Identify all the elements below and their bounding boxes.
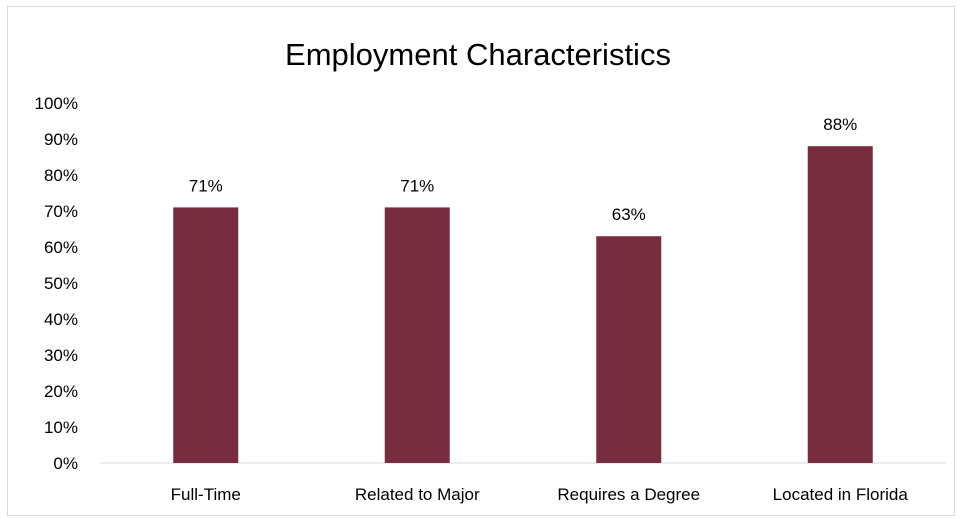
y-tick-label: 70% <box>44 202 78 221</box>
bar-data-label: 63% <box>612 205 646 224</box>
y-axis-ticks: 0% 10% 20% 30% 40% 50% 60% 70% 80% 90% 100% <box>35 94 78 473</box>
data-labels-group: 71% 71% 63% 88% <box>189 115 858 224</box>
y-tick-label: 0% <box>53 454 78 473</box>
bars-group <box>173 146 873 463</box>
bar <box>173 207 239 463</box>
x-category-label: Requires a Degree <box>557 485 700 504</box>
y-tick-label: 40% <box>44 310 78 329</box>
bar-data-label: 88% <box>823 115 857 134</box>
y-tick-label: 50% <box>44 274 78 293</box>
bar <box>807 146 873 463</box>
y-tick-label: 20% <box>44 382 78 401</box>
y-tick-label: 100% <box>35 94 78 113</box>
bar <box>596 236 662 463</box>
chart-title: Employment Characteristics <box>285 37 671 72</box>
x-category-label: Located in Florida <box>773 485 909 504</box>
bar-data-label: 71% <box>189 176 223 195</box>
x-category-label: Related to Major <box>355 485 480 504</box>
bar-chart: Employment Characteristics 0% 10% 20% 30% 40… <box>35 37 946 504</box>
chart-frame: Employment Characteristics 0% 10% 20% 30% 40… <box>7 6 955 516</box>
bar-data-label: 71% <box>400 176 434 195</box>
y-tick-label: 80% <box>44 166 78 185</box>
x-axis-categories: Full-Time Related to Major Requires a Degr… <box>171 485 909 504</box>
x-category-label: Full-Time <box>171 485 241 504</box>
bar <box>384 207 450 463</box>
y-tick-label: 90% <box>44 130 78 149</box>
y-tick-label: 30% <box>44 346 78 365</box>
y-tick-label: 60% <box>44 238 78 257</box>
y-tick-label: 10% <box>44 418 78 437</box>
